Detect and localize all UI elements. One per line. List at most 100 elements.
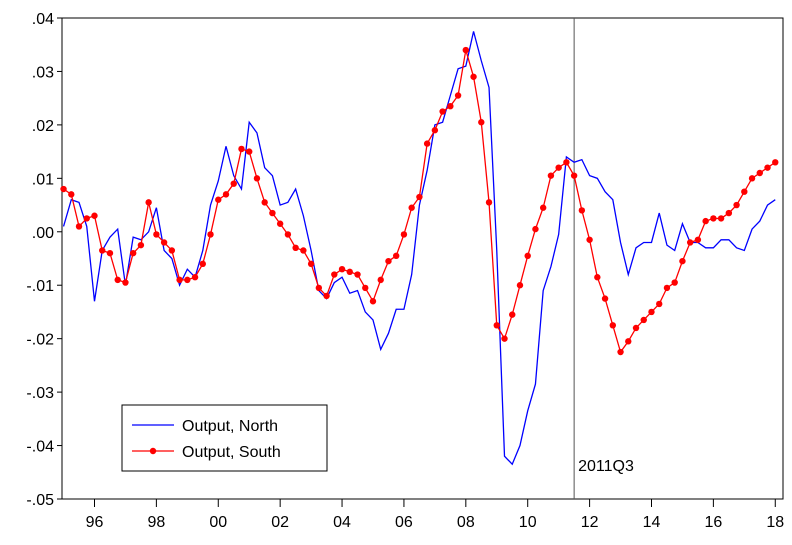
series-marker	[447, 102, 454, 110]
y-tick-label: .00	[32, 225, 54, 242]
legend-box	[121, 404, 328, 472]
series-marker	[501, 335, 508, 342]
series-marker	[184, 276, 191, 284]
x-tick-label: 18	[766, 514, 784, 531]
series-marker	[246, 148, 253, 155]
series-marker	[346, 268, 353, 276]
series-marker	[717, 215, 725, 222]
series-marker	[191, 274, 199, 281]
series-marker	[400, 231, 408, 238]
series-marker	[362, 284, 369, 292]
series-marker	[470, 73, 477, 80]
series-marker	[75, 223, 83, 230]
series-marker	[640, 316, 647, 324]
series-marker	[741, 188, 748, 195]
x-tick-label: 10	[519, 514, 537, 531]
legend-marker	[149, 447, 157, 455]
x-tick-label: 08	[457, 514, 475, 531]
x-tick-label: 16	[704, 514, 722, 531]
legend-label: Output, South	[182, 444, 281, 461]
series-marker	[555, 164, 562, 171]
x-tick-label: 14	[643, 514, 661, 531]
series-marker	[261, 199, 268, 206]
series-marker	[129, 249, 137, 257]
series-marker	[222, 191, 230, 198]
series-marker	[307, 260, 315, 268]
series-marker	[153, 231, 160, 238]
series-marker	[385, 257, 392, 265]
series-marker	[648, 308, 655, 316]
series-marker	[679, 257, 686, 265]
series-marker	[617, 348, 624, 356]
series-marker	[215, 196, 222, 203]
series-marker	[300, 247, 307, 254]
series-marker	[563, 159, 570, 166]
series-marker	[392, 252, 400, 260]
x-tick-label: 00	[209, 514, 227, 531]
series-marker	[315, 284, 323, 292]
series-marker	[733, 201, 740, 209]
series-line	[63, 49, 776, 354]
x-tick-label: 02	[271, 514, 289, 531]
series-marker	[764, 164, 771, 171]
y-tick-label: -.02	[26, 332, 54, 349]
legend-label: Output, North	[182, 418, 278, 435]
series-marker	[238, 145, 245, 153]
series-marker	[725, 209, 733, 217]
series-marker	[284, 231, 292, 238]
series-marker	[91, 212, 98, 219]
series-marker	[524, 252, 531, 260]
series-marker	[578, 207, 586, 214]
series-marker	[509, 311, 516, 318]
series-marker	[145, 199, 152, 206]
series-marker	[710, 215, 717, 222]
series-marker	[292, 244, 299, 252]
y-tick-label: -.01	[26, 278, 54, 295]
series-marker	[601, 295, 609, 302]
series-marker	[83, 215, 90, 222]
series-marker	[106, 249, 114, 257]
series-marker	[594, 274, 601, 281]
series-marker	[416, 193, 423, 201]
series-marker	[671, 279, 678, 286]
series-marker	[269, 209, 276, 217]
series-marker	[756, 169, 763, 177]
series-marker	[160, 239, 168, 246]
series-marker	[369, 298, 377, 305]
x-tick-label: 04	[333, 514, 351, 531]
x-tick-label: 98	[147, 514, 165, 531]
series-marker	[454, 92, 462, 99]
y-tick-label: .03	[32, 64, 54, 81]
series-marker	[207, 231, 214, 238]
vertical-marker-label: 2011Q3	[578, 458, 634, 475]
series-marker	[230, 180, 237, 187]
series-marker	[423, 140, 431, 147]
series-marker	[122, 279, 129, 286]
series-marker	[686, 239, 694, 246]
series-marker	[60, 185, 67, 193]
series-marker	[625, 338, 632, 345]
y-tick-label: .02	[32, 118, 54, 135]
series-marker	[493, 322, 500, 329]
series-marker	[338, 265, 346, 273]
y-tick-label: .01	[32, 171, 54, 188]
series-marker	[253, 175, 261, 182]
y-tick-label: -.05	[26, 492, 54, 509]
series-marker	[68, 191, 75, 198]
series-marker	[586, 236, 593, 243]
series-marker	[570, 172, 578, 179]
series-marker	[199, 260, 206, 268]
plot-frame	[61, 17, 784, 500]
series-marker	[694, 236, 702, 243]
x-tick-label: 12	[581, 514, 599, 531]
series-marker	[439, 108, 446, 115]
y-tick-label: -.03	[26, 385, 54, 402]
series-marker	[656, 300, 663, 308]
legend: Output, North Output, South	[121, 404, 328, 472]
series-marker	[99, 247, 106, 254]
series-marker	[748, 175, 756, 182]
series-marker	[702, 217, 709, 225]
series-marker	[276, 220, 284, 227]
series-marker	[663, 284, 671, 292]
series-marker	[176, 276, 183, 284]
